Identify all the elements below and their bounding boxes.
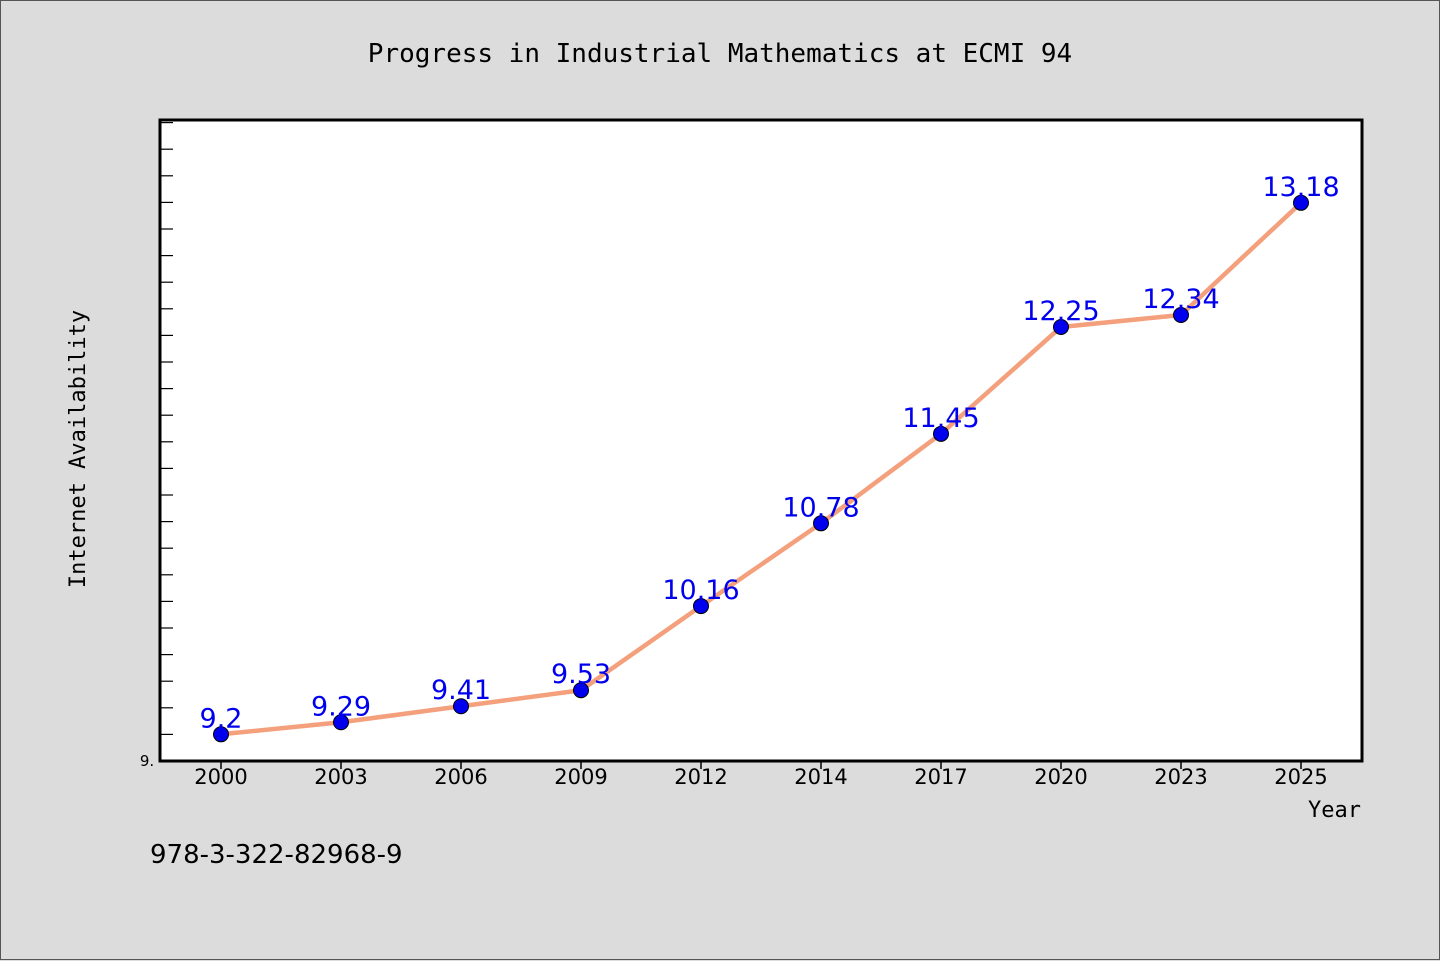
x-tick-label: 2009 xyxy=(554,765,607,789)
x-tick-label: 2025 xyxy=(1274,765,1327,789)
y-axis-minor-ticks xyxy=(160,121,173,736)
x-tick-label: 2012 xyxy=(674,765,727,789)
x-tick-label: 2003 xyxy=(314,765,367,789)
isbn-text: 978-3-322-82968-9 xyxy=(150,840,403,870)
x-tick-label: 2000 xyxy=(194,765,247,789)
data-point xyxy=(213,726,229,743)
data-labels: 9.2 9.29 9.41 9.53 10.16 10.78 11.45 12.25 12.34… xyxy=(200,172,1340,734)
plot-area xyxy=(158,118,1364,763)
x-axis-label: Year xyxy=(1308,798,1361,823)
data-label: 10.16 xyxy=(662,575,739,606)
data-point xyxy=(1053,318,1069,335)
data-point xyxy=(453,698,469,715)
y-axis-label: Internet Availability xyxy=(66,310,91,588)
data-point xyxy=(933,425,949,442)
data-point xyxy=(813,515,829,532)
x-tick-labels: 2000 2003 2006 2009 2012 2014 2017 2020 2023 2025 xyxy=(194,765,1327,789)
chart-title: Progress in Industrial Mathematics at EC… xyxy=(368,39,1072,69)
data-point xyxy=(333,714,349,731)
x-tick-label: 2006 xyxy=(434,765,487,789)
data-point xyxy=(1293,194,1309,211)
y-tick-label: 9. xyxy=(140,752,154,770)
data-label: 9.41 xyxy=(431,675,491,706)
x-axis-ticks xyxy=(220,761,1302,769)
data-label: 9.29 xyxy=(311,691,371,722)
data-label: 12.34 xyxy=(1142,284,1219,315)
data-label: 9.2 xyxy=(200,703,243,734)
data-points xyxy=(213,194,1309,743)
data-label: 13.18 xyxy=(1262,172,1339,203)
data-label: 11.45 xyxy=(902,403,979,434)
x-tick-label: 2023 xyxy=(1154,765,1207,789)
data-label: 9.53 xyxy=(551,659,611,690)
data-point xyxy=(1173,306,1189,323)
data-label: 12.25 xyxy=(1022,296,1099,327)
series-line xyxy=(220,201,1303,737)
data-label: 10.78 xyxy=(782,492,859,523)
x-tick-label: 2020 xyxy=(1034,765,1087,789)
x-tick-label: 2014 xyxy=(794,765,847,789)
data-point xyxy=(693,598,709,615)
data-point xyxy=(573,682,589,699)
x-tick-label: 2017 xyxy=(914,765,967,789)
